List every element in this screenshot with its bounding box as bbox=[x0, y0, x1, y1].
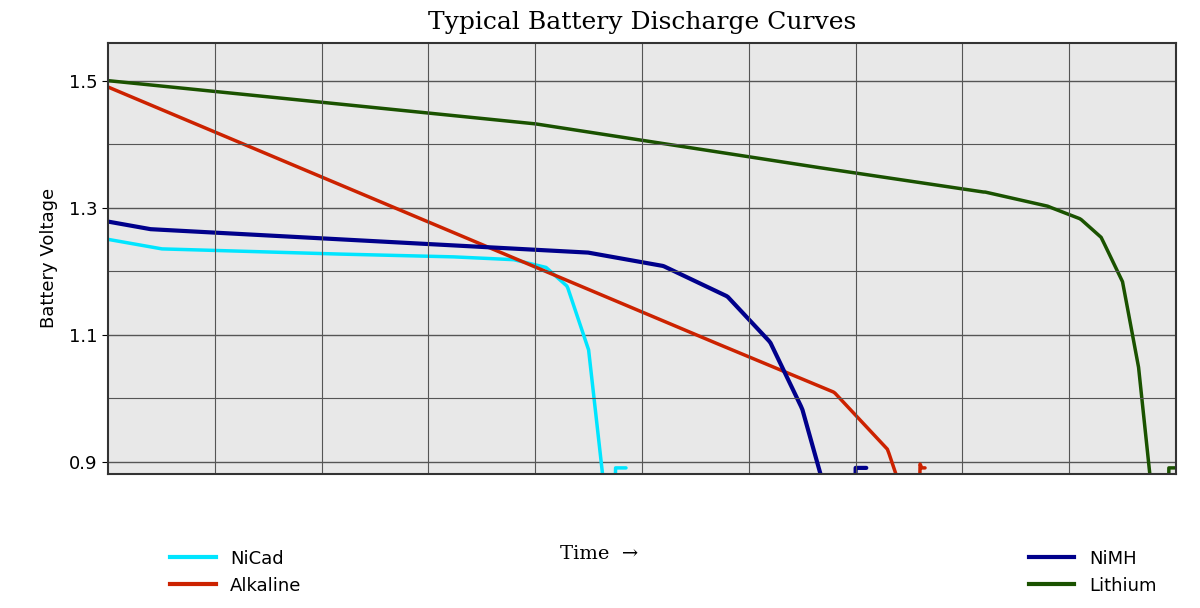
Text: Time  →: Time → bbox=[560, 545, 638, 563]
Legend: NiMH, Lithium: NiMH, Lithium bbox=[1030, 550, 1157, 595]
Y-axis label: Battery Voltage: Battery Voltage bbox=[40, 188, 58, 328]
Title: Typical Battery Discharge Curves: Typical Battery Discharge Curves bbox=[428, 11, 856, 33]
